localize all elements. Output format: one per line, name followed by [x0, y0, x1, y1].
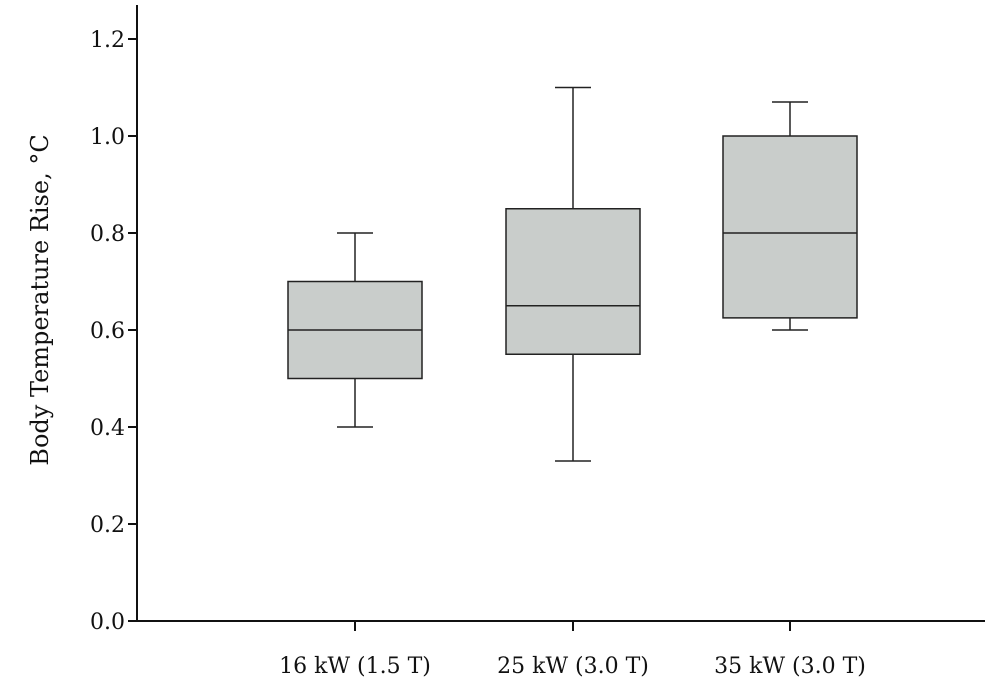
- boxes: [287, 86, 858, 462]
- x-tick-label: 16 kW (1.5 T): [279, 654, 431, 679]
- x-tick-label: 25 kW (3.0 T): [497, 654, 649, 679]
- box-iqr: [722, 135, 858, 319]
- x-axis: 16 kW (1.5 T) 25 kW (3.0 T) 35 kW (3.0 T): [137, 620, 985, 679]
- y-tick-label: 1.2: [90, 28, 125, 53]
- box-plot-item: [505, 86, 641, 462]
- y-tick-label: 0.4: [90, 416, 125, 441]
- y-axis: 0.0 0.2 0.4 0.6 0.8 1.0 1.2: [90, 5, 138, 635]
- x-tick-label: 35 kW (3.0 T): [714, 654, 866, 679]
- y-tick-label: 0.0: [90, 610, 125, 635]
- box-plot-item: [722, 101, 858, 331]
- box-iqr: [505, 208, 641, 355]
- box-plot-item: [287, 232, 423, 428]
- y-tick-label: 0.8: [90, 222, 125, 247]
- y-tick-label: 1.0: [90, 125, 125, 150]
- y-tick-label: 0.6: [90, 319, 125, 344]
- y-tick-label: 0.2: [90, 513, 125, 538]
- y-axis-title: Body Temperature Rise, °C: [26, 134, 54, 465]
